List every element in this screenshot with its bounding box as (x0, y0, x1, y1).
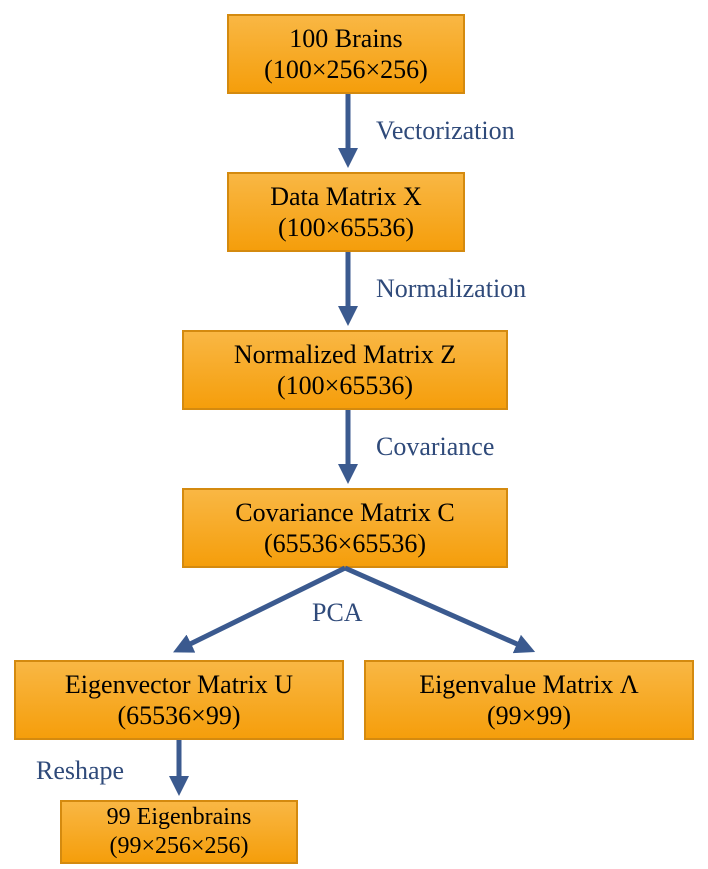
node-eigl-line1: Eigenvalue Matrix Λ (419, 669, 639, 700)
label-pca: PCA (312, 598, 363, 628)
node-covariance-matrix-c: Covariance Matrix C (65536×65536) (182, 488, 508, 568)
node-normalized-matrix-z: Normalized Matrix Z (100×65536) (182, 330, 508, 410)
node-eigenbrains-line2: (99×256×256) (109, 832, 248, 861)
node-brains-line1: 100 Brains (289, 23, 402, 54)
node-eigenbrains: 99 Eigenbrains (99×256×256) (60, 800, 298, 864)
node-covc-line2: (65536×65536) (264, 528, 426, 559)
node-eigu-line1: Eigenvector Matrix U (65, 669, 293, 700)
label-reshape: Reshape (36, 756, 124, 786)
node-eigenvalue-matrix-lambda: Eigenvalue Matrix Λ (99×99) (364, 660, 694, 740)
node-brains: 100 Brains (100×256×256) (227, 14, 465, 94)
arrow-normalization (343, 252, 353, 330)
node-covc-line1: Covariance Matrix C (235, 497, 455, 528)
node-eigenbrains-line1: 99 Eigenbrains (107, 803, 252, 832)
arrow-reshape (174, 740, 184, 800)
node-datax-line1: Data Matrix X (270, 181, 422, 212)
node-normz-line1: Normalized Matrix Z (234, 339, 456, 370)
node-eigenvector-matrix-u: Eigenvector Matrix U (65536×99) (14, 660, 344, 740)
node-data-matrix-x: Data Matrix X (100×65536) (227, 172, 465, 252)
label-covariance: Covariance (376, 432, 494, 462)
arrow-vectorization (343, 94, 353, 172)
node-normz-line2: (100×65536) (277, 370, 413, 401)
node-datax-line2: (100×65536) (278, 212, 414, 243)
node-brains-line2: (100×256×256) (264, 54, 428, 85)
arrow-covariance (343, 410, 353, 488)
node-eigu-line2: (65536×99) (118, 700, 241, 731)
label-normalization: Normalization (376, 274, 526, 304)
node-eigl-line2: (99×99) (487, 700, 571, 731)
label-vectorization: Vectorization (376, 116, 515, 146)
